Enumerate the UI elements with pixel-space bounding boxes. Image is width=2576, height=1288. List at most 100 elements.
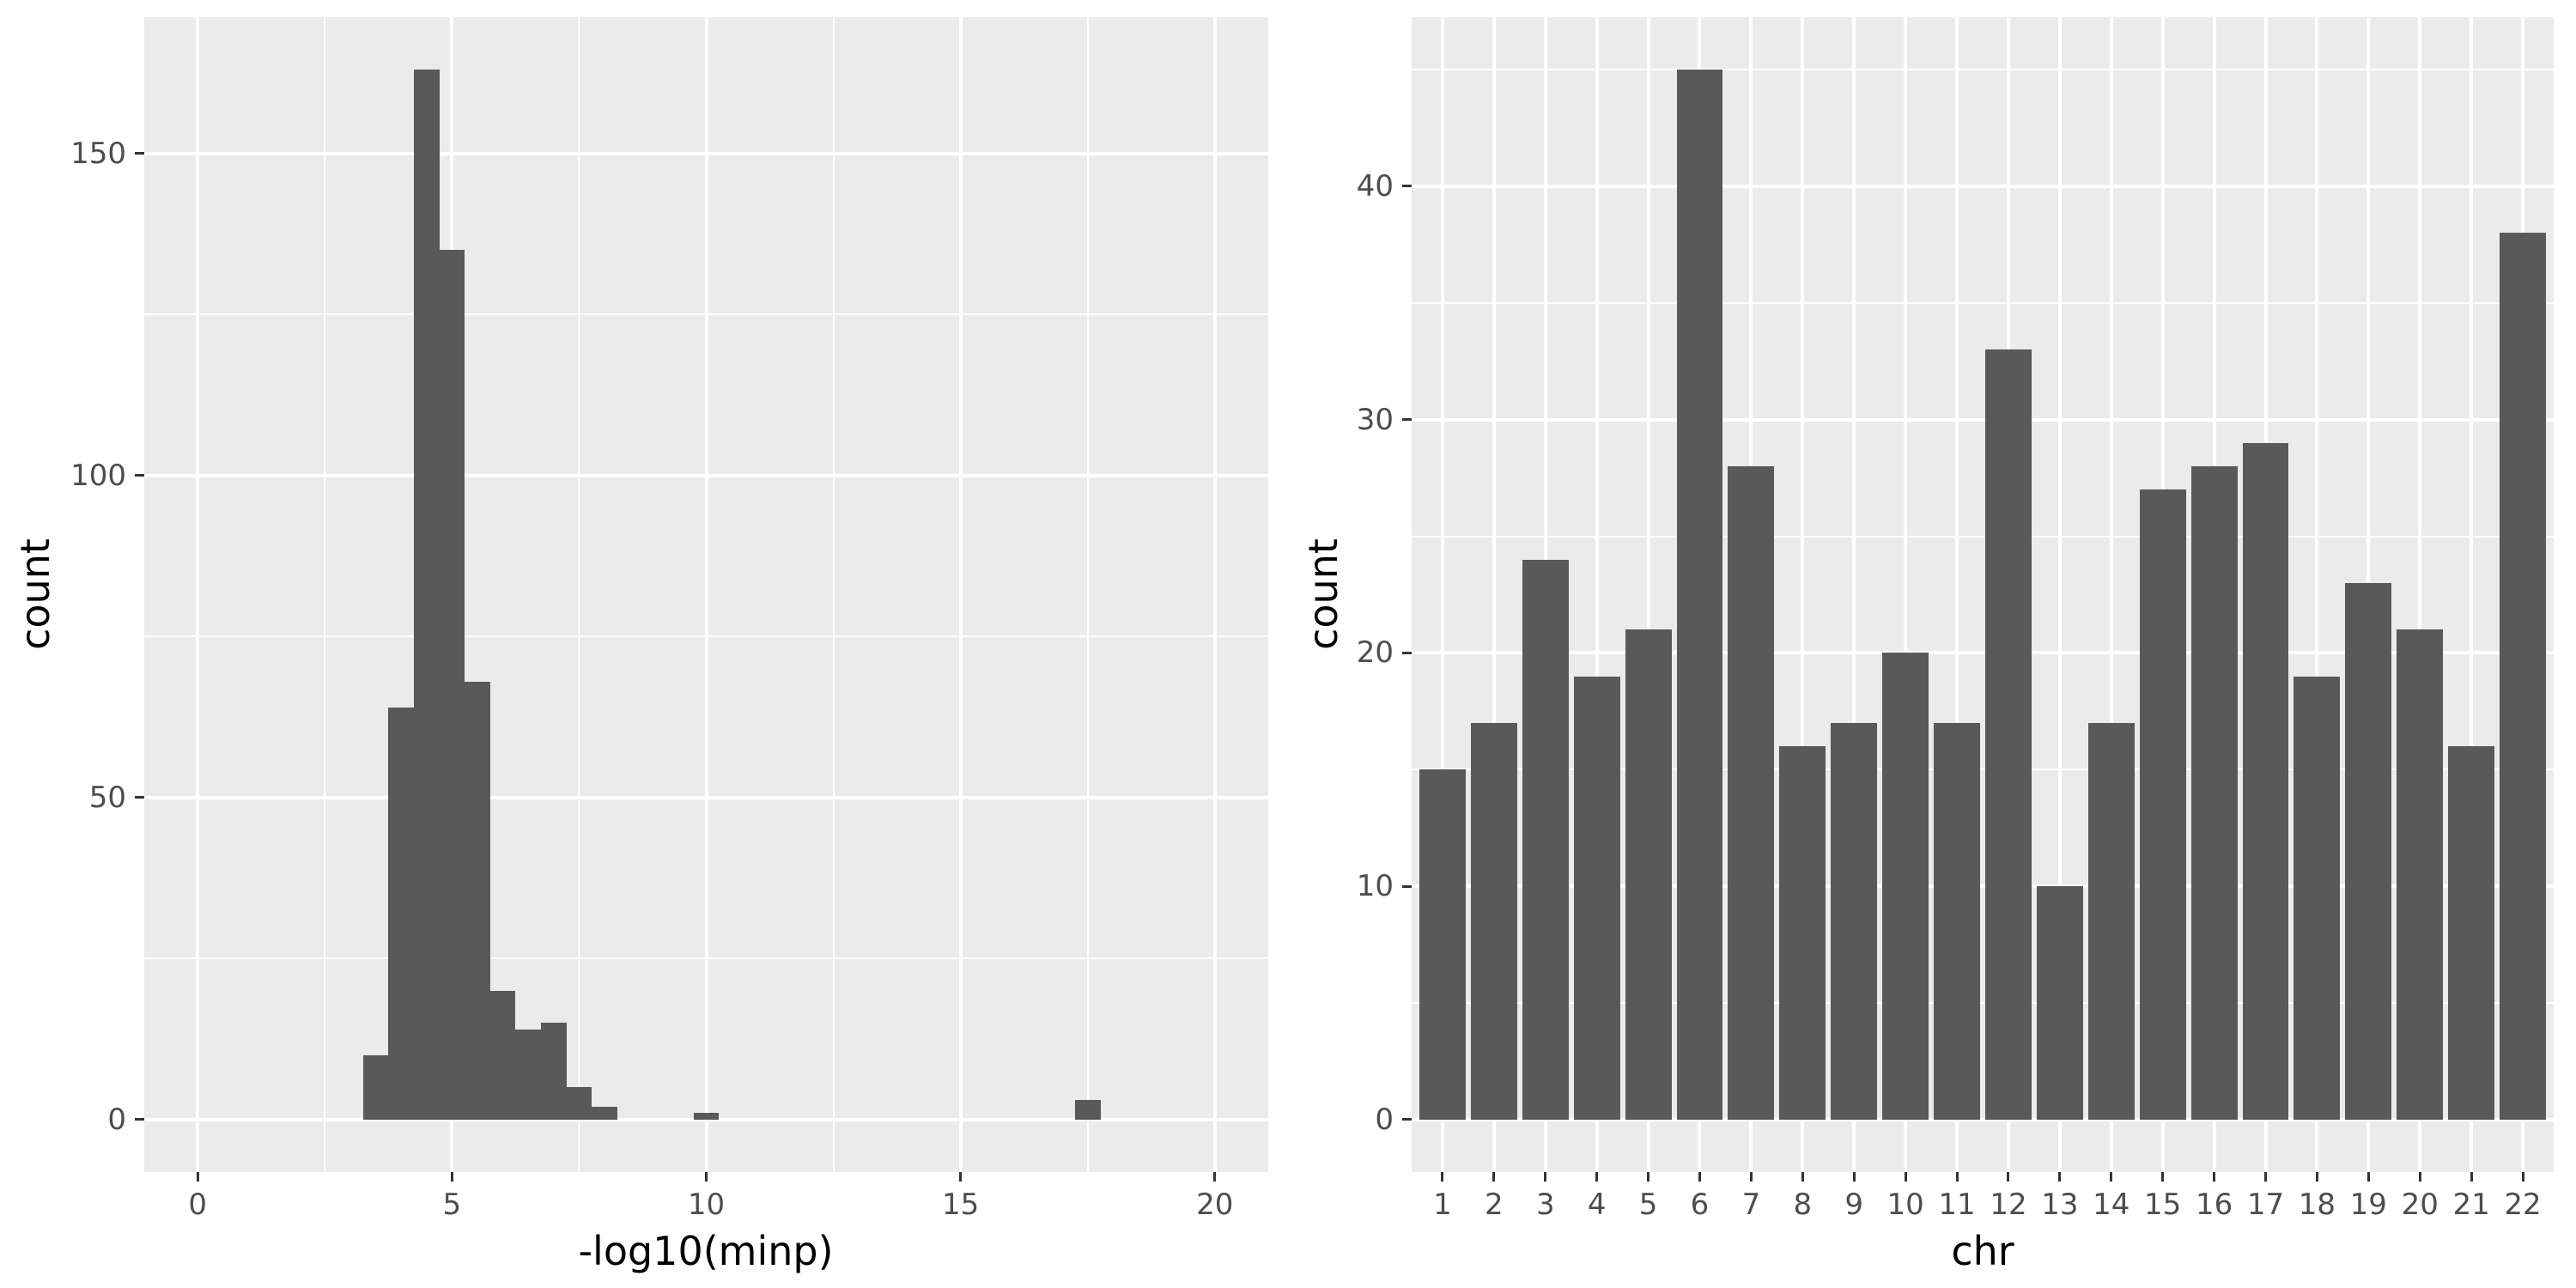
- x-axis-tick-mark: [1595, 1172, 1599, 1182]
- x-tick-label: 15: [942, 1188, 980, 1222]
- x-axis-tick-mark: [2470, 1172, 2473, 1182]
- y-tick-label: 30: [1356, 402, 1394, 437]
- left-yaxis-title: count: [12, 538, 58, 650]
- y-tick-label: 50: [88, 780, 126, 815]
- x-gridline-major: [1646, 17, 1650, 1172]
- y-axis-tick-mark: [1402, 418, 1412, 422]
- histogram-bar: [414, 70, 440, 1120]
- x-axis-tick-mark: [1492, 1172, 1496, 1182]
- x-gridline-major: [958, 17, 963, 1172]
- x-axis-tick-mark: [2264, 1172, 2267, 1182]
- y-gridline-major: [1412, 1117, 2554, 1121]
- x-gridline-major: [1212, 17, 1217, 1172]
- x-axis-tick-mark: [959, 1172, 963, 1182]
- x-axis-tick-mark: [1852, 1172, 1856, 1182]
- bar: [2500, 233, 2546, 1120]
- y-tick-label: 20: [1356, 635, 1394, 671]
- x-tick-label: 22: [2504, 1188, 2542, 1222]
- x-gridline-major: [2315, 17, 2319, 1172]
- x-tick-label: 20: [1196, 1188, 1234, 1222]
- histogram-bar: [592, 1107, 617, 1120]
- y-tick-label: 100: [70, 458, 126, 493]
- x-tick-label: 16: [2195, 1188, 2233, 1222]
- x-gridline-major: [2109, 17, 2113, 1172]
- y-tick-label: 0: [107, 1102, 126, 1137]
- bar: [1728, 466, 1774, 1120]
- x-tick-label: 6: [1690, 1188, 1710, 1222]
- x-axis-tick-mark: [1213, 1172, 1217, 1182]
- x-gridline-major: [1904, 17, 1908, 1172]
- x-tick-label: 0: [188, 1188, 208, 1222]
- x-axis-tick-mark: [1801, 1172, 1804, 1182]
- x-axis-tick-mark: [2007, 1172, 2010, 1182]
- x-gridline-major: [2418, 17, 2422, 1172]
- bar: [1779, 746, 1826, 1120]
- y-gridline-major: [1412, 184, 2554, 188]
- x-axis-tick-mark: [2213, 1172, 2216, 1182]
- x-gridline-minor: [1086, 17, 1089, 1172]
- histogram-bar: [465, 682, 490, 1120]
- x-tick-label: 20: [2401, 1188, 2439, 1222]
- histogram-bar: [490, 991, 515, 1120]
- x-axis-tick-mark: [2418, 1172, 2421, 1182]
- x-tick-label: 12: [1990, 1188, 2027, 1222]
- bar: [2345, 583, 2391, 1120]
- bar: [2037, 886, 2083, 1120]
- y-axis-tick-mark: [1402, 651, 1412, 654]
- histogram-bar: [515, 1030, 541, 1120]
- histogram-bar: [694, 1113, 719, 1120]
- x-axis-tick-mark: [1698, 1172, 1701, 1182]
- x-tick-label: 1: [1433, 1188, 1452, 1222]
- left-xaxis-title: -log10(minp): [578, 1228, 834, 1274]
- bar: [1934, 723, 1980, 1120]
- x-axis-tick-mark: [1749, 1172, 1753, 1182]
- bar: [1677, 70, 1722, 1120]
- y-axis-tick-mark: [135, 1118, 144, 1121]
- x-tick-label: 10: [687, 1188, 726, 1222]
- histogram-bar: [567, 1087, 592, 1120]
- x-tick-label: 7: [1741, 1188, 1761, 1222]
- y-axis-tick-mark: [135, 474, 144, 477]
- x-gridline-major: [1492, 17, 1496, 1172]
- bar: [1985, 349, 2032, 1120]
- x-axis-tick-mark: [1647, 1172, 1650, 1182]
- y-axis-tick-mark: [1402, 1118, 1412, 1121]
- x-axis-tick-mark: [196, 1172, 199, 1182]
- x-tick-label: 9: [1844, 1188, 1864, 1222]
- x-tick-label: 10: [1886, 1188, 1924, 1222]
- x-tick-label: 2: [1485, 1188, 1504, 1222]
- y-gridline-minor: [1412, 301, 2554, 304]
- y-gridline-minor: [1412, 69, 2554, 71]
- bar: [2243, 443, 2288, 1120]
- bar: [2397, 629, 2443, 1120]
- right-yaxis-title: count: [1300, 538, 1346, 650]
- x-gridline-major: [1852, 17, 1856, 1172]
- bar: [2293, 677, 2340, 1120]
- bar: [1471, 723, 1517, 1120]
- x-tick-label: 17: [2246, 1188, 2285, 1222]
- x-gridline-major: [704, 17, 708, 1172]
- y-gridline-minor: [1412, 1002, 2554, 1004]
- histogram-bar: [1075, 1100, 1101, 1120]
- x-tick-label: 21: [2452, 1188, 2490, 1222]
- x-axis-tick-mark: [1955, 1172, 1959, 1182]
- histogram-bar: [363, 1055, 388, 1120]
- histogram-bar: [541, 1023, 567, 1120]
- x-gridline-minor: [578, 17, 580, 1172]
- x-gridline-major: [2057, 17, 2062, 1172]
- x-gridline-major: [1801, 17, 1805, 1172]
- x-gridline-major: [2470, 17, 2474, 1172]
- bar: [1882, 653, 1929, 1120]
- bar: [2088, 723, 2135, 1120]
- bar: [1522, 560, 1569, 1120]
- bar: [1419, 769, 1466, 1120]
- x-axis-tick-mark: [2161, 1172, 2165, 1182]
- y-gridline-minor: [1412, 535, 2554, 538]
- x-tick-label: 4: [1587, 1188, 1607, 1222]
- x-tick-label: 14: [2093, 1188, 2130, 1222]
- bar: [1625, 629, 1672, 1120]
- histogram-bar: [388, 708, 414, 1120]
- x-gridline-major: [1440, 17, 1444, 1172]
- y-gridline-major: [1412, 417, 2554, 422]
